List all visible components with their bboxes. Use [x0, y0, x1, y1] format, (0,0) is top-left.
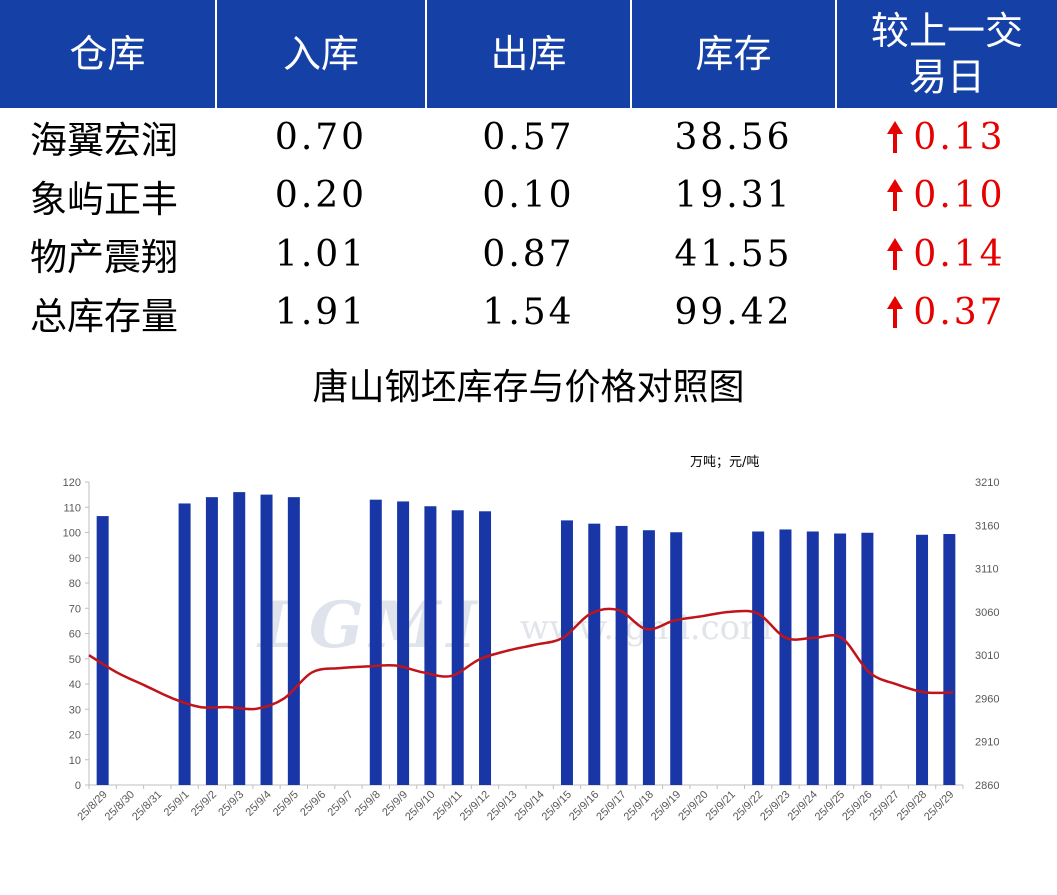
inventory-bar	[397, 501, 410, 785]
stock-value: 99.42	[674, 292, 793, 334]
y-right-tick-label: 3110	[975, 564, 999, 576]
x-tick-label: 25/9/10	[403, 789, 437, 823]
y-right-tick-label: 3060	[975, 607, 999, 619]
outbound-value: 0.10	[482, 175, 575, 217]
inventory-bar	[178, 503, 191, 785]
x-tick-label: 25/9/7	[325, 789, 355, 819]
stock-value: 38.56	[674, 116, 793, 158]
change-cell: 0.14	[836, 225, 1057, 284]
up-arrow-icon	[887, 237, 904, 270]
inventory-bar	[287, 497, 300, 785]
inventory-bar	[670, 532, 683, 785]
warehouse-name: 物产震翔	[30, 236, 178, 280]
x-tick-label: 25/9/29	[922, 789, 956, 823]
outbound-value: 1.54	[482, 292, 575, 334]
stock-value: 19.31	[674, 175, 793, 217]
warehouse-name: 海翼宏润	[30, 119, 178, 163]
y-right-tick-label: 2860	[975, 780, 999, 792]
inventory-bar	[752, 531, 765, 785]
inbound-value: 0.20	[274, 175, 368, 217]
header-outbound: 出库	[426, 0, 632, 108]
warehouse-inventory-table: 仓库 入库 出库 库存 较上一交易日 海翼宏润 0.70 0.57 38.56 …	[0, 0, 1057, 342]
inventory-bar	[451, 510, 464, 785]
inbound-value: 1.01	[274, 233, 368, 275]
y-left-tick-label: 40	[69, 679, 81, 691]
y-right-tick-label: 2910	[975, 737, 999, 749]
chart-title: 唐山钢坯库存与价格对照图	[312, 367, 745, 408]
price-line	[88, 607, 954, 711]
y-left-tick-label: 60	[69, 629, 81, 641]
header-warehouse: 仓库	[0, 0, 217, 108]
up-arrow-icon	[887, 296, 904, 329]
x-tick-label: 25/8/31	[130, 789, 164, 823]
table-header-row: 仓库 入库 出库 库存 较上一交易日	[0, 0, 1057, 108]
header-stock: 库存	[631, 0, 837, 108]
outbound-value: 0.87	[482, 233, 575, 275]
inventory-bar	[861, 532, 874, 785]
inventory-bar	[424, 506, 437, 785]
inventory-bar	[916, 534, 929, 785]
y-right-tick-label: 3160	[975, 520, 999, 532]
inventory-bar	[369, 499, 382, 785]
inventory-bar	[779, 529, 792, 785]
change-cell: 0.10	[836, 167, 1057, 226]
y-left-tick-label: 80	[69, 578, 81, 590]
change-value: 0.14	[913, 233, 1006, 275]
inbound-value: 0.70	[274, 116, 368, 158]
y-right-tick-label: 2960	[975, 693, 999, 705]
y-left-tick-label: 0	[75, 780, 81, 792]
inventory-bar	[834, 533, 847, 785]
warehouse-name: 总库存量	[30, 294, 178, 338]
change-value: 0.13	[913, 116, 1006, 158]
change-value: 0.10	[913, 175, 1006, 217]
inventory-bar	[205, 497, 218, 785]
inventory-bar	[806, 531, 819, 785]
inventory-bar	[96, 516, 109, 785]
x-tick-label: 25/9/3	[216, 789, 246, 819]
y-left-tick-label: 10	[69, 755, 81, 767]
header-inbound: 入库	[216, 0, 427, 108]
y-left-tick-label: 110	[63, 502, 81, 514]
y-right-tick-label: 3210	[975, 477, 999, 489]
x-tick-label: 25/9/5	[271, 789, 301, 819]
unit-label: 万吨；元/吨	[690, 455, 760, 470]
inventory-bar	[260, 494, 273, 785]
inventory-bar	[560, 520, 573, 785]
x-tick-label: 25/9/1	[162, 789, 192, 819]
change-value: 0.37	[913, 292, 1006, 334]
y-left-tick-label: 30	[69, 704, 81, 716]
x-tick-label: 25/9/8	[353, 789, 383, 819]
change-cell: 0.37	[836, 284, 1057, 343]
warehouse-name: 象屿正丰	[30, 177, 178, 221]
header-change: 较上一交易日	[836, 0, 1057, 108]
x-tick-label: 25/9/4	[244, 789, 274, 819]
y-left-tick-label: 70	[69, 603, 81, 615]
y-left-tick-label: 100	[63, 528, 81, 540]
change-cell: 0.13	[836, 108, 1057, 167]
stock-value: 41.55	[674, 233, 793, 275]
x-tick-label: 25/9/2	[189, 789, 219, 819]
y-left-tick-label: 120	[63, 477, 81, 489]
outbound-value: 0.57	[482, 116, 575, 158]
table-row: 物产震翔 1.01 0.87 41.55 0.14	[0, 225, 1057, 284]
inventory-bar	[615, 525, 628, 785]
y-left-tick-label: 50	[69, 654, 81, 666]
inventory-bar	[943, 534, 956, 785]
y-left-tick-label: 90	[69, 553, 81, 565]
x-tick-label: 25/9/6	[298, 789, 328, 819]
table-row-total: 总库存量 1.91 1.54 99.42 0.37	[0, 284, 1057, 343]
up-arrow-icon	[887, 120, 904, 153]
table-row: 象屿正丰 0.20 0.10 19.31 0.10	[0, 167, 1057, 226]
inbound-value: 1.91	[274, 292, 368, 334]
table-row: 海翼宏润 0.70 0.57 38.56 0.13	[0, 108, 1057, 167]
up-arrow-icon	[887, 179, 904, 212]
inventory-bar	[642, 530, 655, 785]
y-left-tick-label: 20	[69, 730, 81, 742]
inventory-bar	[233, 492, 246, 785]
inventory-bar	[588, 523, 601, 785]
inventory-bar	[479, 511, 492, 785]
y-right-tick-label: 3010	[975, 650, 999, 662]
